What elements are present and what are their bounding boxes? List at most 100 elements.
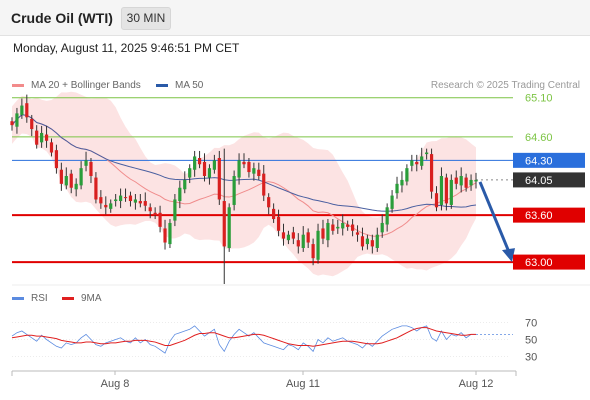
legend-9ma-swatch bbox=[62, 296, 74, 300]
candle-body bbox=[286, 234, 291, 241]
candle-body bbox=[123, 197, 128, 199]
candle-body bbox=[252, 168, 256, 174]
candle-body bbox=[227, 207, 231, 248]
legend-rsi-swatch bbox=[12, 296, 24, 300]
candle-body bbox=[207, 168, 212, 178]
legend-9ma-label: 9MA bbox=[81, 293, 102, 304]
candle-body bbox=[143, 201, 147, 206]
price-label-64.05: 64.05 bbox=[525, 175, 553, 187]
candle-body bbox=[321, 228, 325, 239]
candle-body bbox=[49, 142, 54, 153]
candle-body bbox=[434, 193, 439, 208]
candle-body bbox=[350, 224, 355, 231]
candle-body bbox=[35, 130, 39, 145]
candle-body bbox=[341, 222, 345, 229]
candle-body bbox=[395, 183, 399, 194]
candle-body bbox=[247, 161, 251, 173]
candle-body bbox=[148, 207, 152, 212]
candle-body bbox=[138, 201, 142, 204]
timeframe-button[interactable]: 30 MIN bbox=[121, 7, 171, 30]
candle-body bbox=[212, 160, 216, 170]
candle-body bbox=[109, 203, 113, 209]
rsi9-line bbox=[11, 327, 476, 347]
candle-body bbox=[173, 199, 177, 221]
candle-body bbox=[193, 156, 197, 170]
candle-body bbox=[331, 224, 335, 231]
candle-body bbox=[15, 113, 19, 127]
x-tick-label: Aug 11 bbox=[286, 378, 320, 390]
candle-body bbox=[69, 173, 73, 188]
rsi-tick-label: 30 bbox=[525, 352, 537, 364]
candle-body bbox=[128, 195, 133, 202]
candle-body bbox=[439, 176, 444, 205]
candle-body bbox=[405, 168, 409, 182]
candle-body bbox=[360, 236, 365, 247]
legend-ma20-swatch bbox=[12, 83, 24, 87]
candle-body bbox=[114, 199, 118, 202]
candle-body bbox=[306, 232, 310, 243]
bollinger-band bbox=[12, 91, 476, 277]
candle-body bbox=[425, 152, 429, 155]
candle-body bbox=[454, 177, 458, 184]
candle-body bbox=[79, 168, 83, 186]
candle-body bbox=[365, 238, 370, 245]
candle-body bbox=[217, 158, 221, 200]
candle-body bbox=[10, 121, 14, 126]
candle-body bbox=[89, 161, 93, 176]
chart-header: Crude Oil (WTI) 30 MIN bbox=[0, 0, 590, 36]
price-label-63.60: 63.60 bbox=[525, 210, 553, 222]
candle-body bbox=[311, 244, 315, 259]
legend-ma50-swatch bbox=[156, 83, 168, 87]
candle-body bbox=[469, 179, 473, 186]
candle-body bbox=[59, 169, 63, 184]
candle-body bbox=[281, 232, 286, 239]
candle-body bbox=[104, 204, 108, 208]
candle-body bbox=[133, 199, 138, 203]
candle-body bbox=[183, 179, 187, 190]
x-tick-label: Aug 8 bbox=[101, 378, 130, 390]
candle-body bbox=[158, 212, 162, 227]
timestamp: Monday, August 11, 2025 9:46:51 PM CET bbox=[13, 41, 240, 55]
candle-body bbox=[54, 150, 59, 169]
instrument-title: Crude Oil (WTI) bbox=[11, 10, 113, 26]
candle-body bbox=[94, 177, 98, 200]
candle-body bbox=[202, 161, 207, 176]
ma50-line bbox=[11, 114, 477, 212]
legend-ma20-label: MA 20 + Bollinger Bands bbox=[31, 80, 141, 91]
candle-body bbox=[420, 156, 424, 166]
legend-rsi: RSI bbox=[12, 293, 48, 304]
price-label-65.10: 65.10 bbox=[525, 93, 553, 105]
candle-body bbox=[415, 161, 419, 165]
candle-body bbox=[64, 176, 68, 186]
candle-body bbox=[237, 160, 241, 178]
legend-rsi-label: RSI bbox=[31, 293, 48, 304]
price-tag-63.60 bbox=[513, 207, 585, 223]
candle-body bbox=[99, 197, 103, 204]
candle-body bbox=[242, 161, 246, 165]
candle-body bbox=[153, 212, 157, 216]
candle-body bbox=[459, 176, 463, 186]
candle-body bbox=[44, 134, 49, 141]
x-tick-label: Aug 12 bbox=[459, 378, 494, 390]
candle-body bbox=[222, 201, 226, 247]
candle-body bbox=[316, 230, 320, 260]
candle-body bbox=[301, 234, 305, 248]
legend-9ma: 9MA bbox=[62, 293, 102, 304]
candle-body bbox=[336, 226, 340, 229]
candle-body bbox=[385, 207, 389, 225]
candle-body bbox=[355, 232, 360, 235]
candle-body bbox=[380, 222, 384, 233]
candle-body bbox=[296, 240, 300, 247]
candle-body bbox=[390, 195, 394, 209]
candle-body bbox=[257, 169, 261, 176]
candle-body bbox=[262, 173, 266, 196]
candle-body bbox=[326, 222, 330, 241]
price-label-64.60: 64.60 bbox=[525, 132, 553, 144]
price-tag-64.05 bbox=[513, 172, 585, 188]
candle-body bbox=[375, 234, 379, 248]
candle-body bbox=[20, 105, 24, 115]
candle-body bbox=[168, 222, 172, 245]
candle-body bbox=[464, 177, 468, 188]
legend-ma50: MA 50 bbox=[156, 80, 203, 91]
